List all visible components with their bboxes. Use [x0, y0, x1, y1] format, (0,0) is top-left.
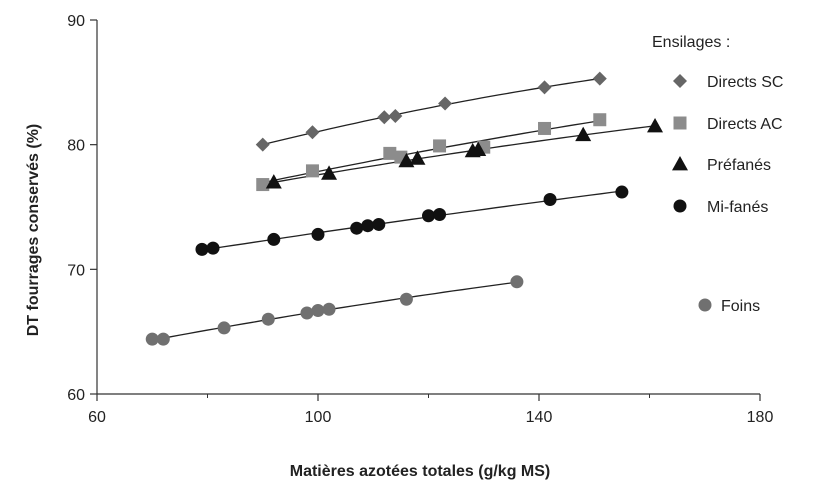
data-point: [388, 108, 403, 123]
y-tick-label: 80: [67, 138, 85, 155]
data-point: [361, 219, 375, 233]
data-point: [206, 241, 220, 255]
axes: [96, 20, 760, 395]
data-point: [615, 185, 629, 199]
data-point: [195, 242, 209, 256]
data-point: [305, 125, 320, 140]
data-point: [383, 146, 397, 160]
data-point: [510, 275, 524, 289]
data-point: [433, 139, 447, 153]
data-point: [543, 193, 557, 207]
legend-label: Directs SC: [707, 74, 783, 91]
data-point: [265, 174, 282, 189]
data-point: [592, 71, 607, 86]
legend-marker: [673, 199, 687, 213]
data-point: [593, 113, 607, 127]
legend-label: Foins: [721, 298, 760, 315]
data-point: [377, 110, 392, 125]
trendline: [273, 125, 656, 183]
y-axis-ticks: 60 70 80 90: [67, 13, 97, 404]
x-tick-label: 180: [747, 409, 774, 426]
legend-title: Ensilages :: [652, 34, 730, 51]
data-point: [145, 332, 159, 346]
data-point: [409, 150, 426, 165]
y-tick-label: 60: [67, 387, 85, 404]
data-point: [217, 321, 231, 335]
data-point: [311, 227, 325, 241]
data-point: [267, 232, 281, 246]
x-tick-label: 60: [88, 409, 106, 426]
legend: Ensilages : Directs SC Directs AC Préfanés…: [652, 34, 783, 315]
data-point: [372, 217, 386, 231]
legend-label: Directs AC: [707, 116, 783, 133]
legend-marker: [672, 156, 688, 171]
data-point: [647, 117, 664, 133]
data-point: [300, 306, 314, 320]
data-point: [538, 121, 552, 135]
data-point: [350, 221, 364, 235]
x-tick-label: 140: [526, 409, 553, 426]
x-tick-label: 100: [305, 409, 332, 426]
data-point: [156, 332, 170, 346]
data-point: [311, 303, 325, 317]
data-point: [438, 96, 453, 111]
trendline: [201, 190, 622, 251]
data-point: [305, 164, 319, 178]
y-tick-label: 70: [67, 262, 85, 279]
y-tick-label: 90: [67, 13, 85, 30]
legend-marker: [698, 298, 712, 312]
data-point: [321, 165, 338, 180]
data-point: [255, 137, 270, 152]
data-point: [261, 312, 275, 326]
legend-label: Préfanés: [707, 157, 771, 174]
y-axis-title: DT fourrages conservés (%): [25, 124, 42, 337]
data-point: [470, 141, 487, 157]
legend-marker: [673, 116, 687, 130]
data-point: [575, 126, 592, 142]
legend-label: Mi-fanés: [707, 199, 768, 216]
x-axis-ticks: 60 100 140 180: [88, 394, 773, 426]
x-axis-title: Matières azotées totales (g/kg MS): [290, 463, 551, 480]
data-point: [422, 209, 435, 223]
data-points: [145, 71, 664, 346]
data-point: [399, 292, 413, 306]
data-point: [433, 207, 447, 221]
legend-marker: [673, 74, 687, 88]
data-point: [322, 302, 336, 316]
data-point: [256, 178, 270, 192]
data-point: [537, 80, 552, 95]
